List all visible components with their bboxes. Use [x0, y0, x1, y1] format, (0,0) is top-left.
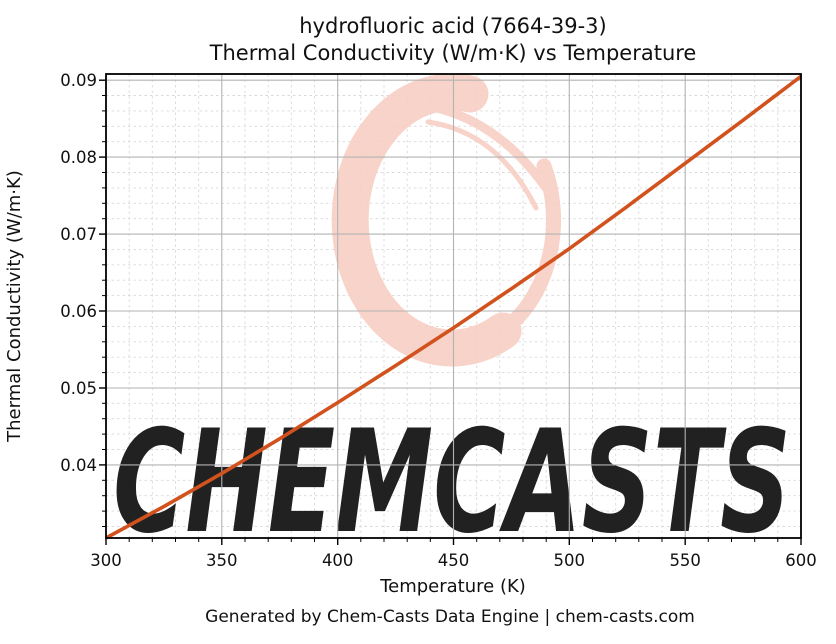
x-tick-label-600: 600	[785, 551, 817, 570]
x-tick-label-550: 550	[669, 551, 701, 570]
chart-title-line2: Thermal Conductivity (W/m·K) vs Temperat…	[209, 41, 697, 65]
y-tick-label-0.08: 0.08	[60, 148, 97, 167]
x-tick-label-350: 350	[206, 551, 238, 570]
axis-tick-labels: 300 350 400 450 500 550 600 0.04 0.05 0.06 0.07 0.0…	[60, 71, 817, 570]
watermark-logo-streak2	[425, 119, 539, 211]
y-tick-label-0.09: 0.09	[60, 71, 97, 90]
x-tick-label-500: 500	[554, 551, 586, 570]
y-axis-label: Thermal Conductivity (W/m·K)	[4, 170, 25, 443]
axis-tick-marks	[99, 79, 802, 545]
y-tick-label-0.07: 0.07	[60, 225, 97, 244]
y-tick-label-0.05: 0.05	[60, 379, 97, 398]
chart-title-line1: hydrofluoric acid (7664-39-3)	[299, 14, 606, 38]
series-line-thermal-conductivity	[105, 74, 803, 540]
y-tick-label-0.06: 0.06	[60, 302, 97, 321]
x-tick-label-400: 400	[322, 551, 354, 570]
x-axis-label: Temperature (K)	[379, 576, 526, 597]
x-tick-label-300: 300	[90, 551, 122, 570]
watermark-logo-streak1	[395, 98, 551, 193]
x-tick-label-450: 450	[438, 551, 470, 570]
watermark-text: CHEMCASTS	[113, 400, 791, 565]
y-tick-label-0.04: 0.04	[60, 456, 97, 475]
footer-attribution: Generated by Chem-Casts Data Engine | ch…	[205, 607, 695, 627]
